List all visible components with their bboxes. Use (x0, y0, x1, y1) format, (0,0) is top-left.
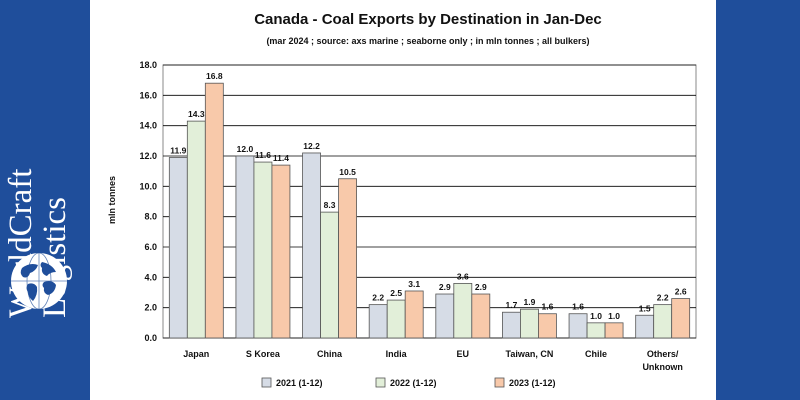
y-tick-label: 6.0 (144, 242, 157, 252)
x-tick-label: Others/Unknown (642, 349, 683, 372)
y-tick-label: 4.0 (144, 272, 157, 282)
y-tick-label: 14.0 (139, 121, 157, 131)
bar (368, 304, 388, 339)
brand-sidebar: WorldCraft Logistics (0, 0, 90, 400)
x-tick-label: S Korea (246, 349, 281, 359)
bar (671, 298, 691, 339)
legend-swatch (375, 377, 386, 388)
bar-value-label: 2.5 (390, 288, 402, 298)
y-tick-label: 12.0 (139, 151, 157, 161)
bar (502, 311, 521, 339)
bar (520, 308, 539, 339)
bar (271, 164, 291, 339)
bar-value-label: 12.2 (303, 141, 320, 151)
bar (404, 290, 424, 339)
bar-value-label: 2.9 (439, 282, 451, 292)
bar (386, 299, 406, 339)
bar (320, 211, 339, 339)
bar (435, 293, 455, 339)
bar (453, 282, 473, 339)
bar-value-label: 16.8 (206, 71, 223, 81)
bar (635, 314, 655, 339)
bar (568, 313, 588, 339)
bar (604, 322, 624, 339)
bar-value-label: 2.9 (475, 282, 487, 292)
bar (253, 161, 273, 339)
y-axis-label: mln tonnes (107, 176, 117, 224)
bar-value-label: 3.6 (457, 271, 469, 281)
bar (338, 178, 357, 339)
y-tick-label: 2.0 (144, 303, 157, 313)
bar-value-label: 14.3 (188, 109, 205, 119)
x-tick-label: China (317, 349, 343, 359)
y-tick-label: 16.0 (139, 90, 157, 100)
bar-value-label: 1.0 (608, 311, 620, 321)
bar-value-label: 1.9 (524, 297, 536, 307)
bar-value-label: 12.0 (237, 144, 254, 154)
y-tick-label: 10.0 (139, 181, 157, 191)
bar (186, 120, 206, 339)
bar (204, 82, 224, 339)
bar (168, 157, 188, 339)
bar-value-label: 1.7 (506, 300, 518, 310)
bar (235, 155, 255, 339)
bar (538, 313, 557, 339)
bar-value-label: 11.6 (255, 150, 271, 160)
x-tick-label: Chile (585, 349, 607, 359)
legend-swatch (494, 377, 505, 388)
y-tick-label: 8.0 (144, 212, 157, 222)
legend-label: 2022 (1-12) (390, 378, 437, 388)
x-tick-label: India (386, 349, 408, 359)
bar-value-label: 2.2 (372, 293, 384, 303)
bar (586, 322, 606, 339)
right-margin-bar (716, 0, 800, 400)
bar-value-label: 1.6 (542, 302, 554, 312)
legend-label: 2021 (1-12) (276, 378, 323, 388)
bar (471, 293, 491, 339)
bar-value-label: 11.4 (273, 153, 289, 163)
x-tick-label: EU (457, 349, 470, 359)
legend-swatch (261, 377, 272, 388)
x-tick-label: Taiwan, CN (506, 349, 554, 359)
x-tick-label: Japan (183, 349, 209, 359)
bar-value-label: 2.2 (657, 293, 669, 303)
bar-value-label: 11.9 (170, 146, 186, 156)
bar-value-label: 1.6 (572, 302, 584, 312)
globe-icon (11, 252, 67, 310)
bar (302, 152, 321, 339)
chart-subtitle: (mar 2024 ; source: axs marine ; seaborn… (266, 36, 589, 46)
bar-chart: Canada - Coal Exports by Destination in … (107, 11, 697, 388)
y-tick-label: 0.0 (144, 333, 157, 343)
bar (653, 304, 673, 339)
y-tick-label: 18.0 (139, 60, 157, 70)
bar-value-label: 1.5 (639, 303, 651, 313)
chart-title: Canada - Coal Exports by Destination in … (254, 11, 602, 28)
bar-value-label: 10.5 (339, 167, 356, 177)
bar-value-label: 2.6 (675, 287, 687, 297)
bar-value-label: 8.3 (324, 200, 336, 210)
bar-value-label: 1.0 (590, 311, 602, 321)
legend-label: 2023 (1-12) (509, 378, 556, 388)
bar-value-label: 3.1 (408, 279, 420, 289)
